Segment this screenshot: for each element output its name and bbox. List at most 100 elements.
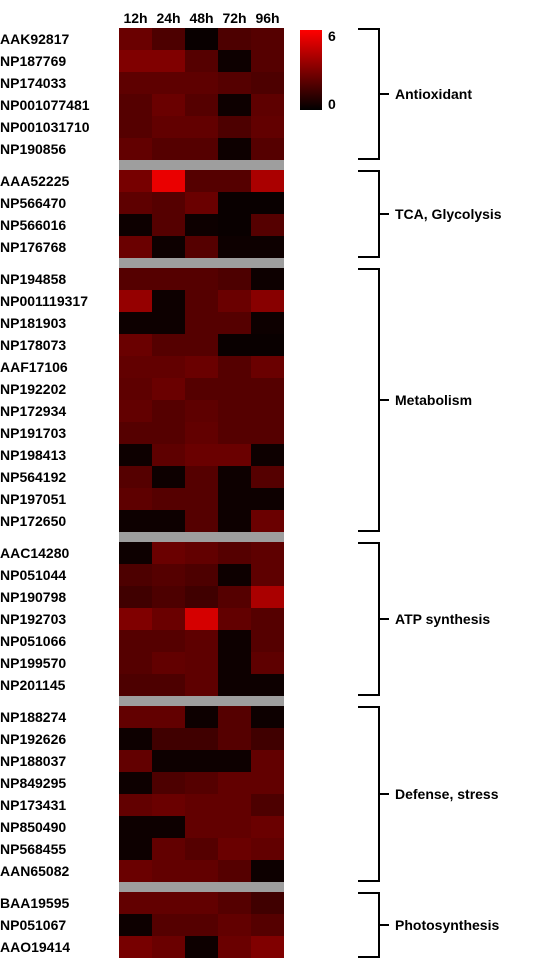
heatmap-cell [152,630,185,652]
row-cells [119,750,284,772]
column-header: 12h [119,10,152,26]
heatmap-cell [251,378,284,400]
row-cells [119,706,284,728]
heatmap-cell [185,608,218,630]
heatmap-row: AAO19414 [0,936,540,958]
heatmap-cell [119,674,152,696]
heatmap-row: NP188274 [0,706,540,728]
heatmap-group: BAA19595NP051067AAO19414Photosynthesis [0,892,540,958]
column-headers: 12h24h48h72h96h [119,10,540,26]
heatmap-cell [185,214,218,236]
heatmap-group: AAC14280NP051044NP190798NP192703NP051066… [0,542,540,696]
row-label: NP192626 [0,728,119,750]
heatmap-row: NP568455 [0,838,540,860]
heatmap-row: NP201145 [0,674,540,696]
heatmap-cell [218,378,251,400]
group-label: Antioxidant [395,86,472,102]
heatmap-cell [185,422,218,444]
heatmap-cell [251,28,284,50]
heatmap-cell [218,72,251,94]
row-label: NP001031710 [0,116,119,138]
row-label: AAA52225 [0,170,119,192]
heatmap-row: NP850490 [0,816,540,838]
row-cells [119,138,284,160]
heatmap-row: NP190798 [0,586,540,608]
heatmap-cell [152,706,185,728]
heatmap-cell [152,652,185,674]
heatmap-cell [218,170,251,192]
heatmap-cell [119,72,152,94]
row-cells [119,214,284,236]
row-cells [119,116,284,138]
heatmap-cell [185,838,218,860]
group-spacer [119,258,284,268]
heatmap-cell [119,400,152,422]
heatmap-row: AAK92817 [0,28,540,50]
heatmap-cell [251,838,284,860]
heatmap-cell [119,116,152,138]
heatmap-cell [119,290,152,312]
heatmap-row: NP181903 [0,312,540,334]
row-label: NP850490 [0,816,119,838]
heatmap-cell [185,378,218,400]
heatmap-cell [119,630,152,652]
heatmap-cell [218,116,251,138]
heatmap-cell [185,312,218,334]
heatmap-group: AAK92817NP187769NP174033NP001077481NP001… [0,28,540,160]
heatmap-cell [251,564,284,586]
heatmap-cell [218,488,251,510]
row-cells [119,772,284,794]
heatmap-cell [119,138,152,160]
heatmap-row: NP198413 [0,444,540,466]
heatmap-cell [152,488,185,510]
column-header: 72h [218,10,251,26]
heatmap-cell [218,772,251,794]
row-label: NP564192 [0,466,119,488]
heatmap-cell [152,466,185,488]
heatmap-cell [185,192,218,214]
heatmap-group: NP188274NP192626NP188037NP849295NP173431… [0,706,540,882]
heatmap-cell [119,652,152,674]
row-label: NP051066 [0,630,119,652]
heatmap-cell [152,116,185,138]
heatmap-cell [185,860,218,882]
heatmap-cell [251,542,284,564]
heatmap-cell [119,510,152,532]
heatmap-cell [185,236,218,258]
row-cells [119,466,284,488]
heatmap-cell [251,268,284,290]
heatmap-body: AAK92817NP187769NP174033NP001077481NP001… [0,28,540,958]
heatmap-cell [251,192,284,214]
heatmap-cell [152,860,185,882]
heatmap-cell [251,750,284,772]
row-label: NP051067 [0,914,119,936]
heatmap-cell [152,268,185,290]
heatmap-cell [251,356,284,378]
heatmap-row: NP051044 [0,564,540,586]
heatmap-cell [185,138,218,160]
heatmap-cell [218,400,251,422]
row-label: NP178073 [0,334,119,356]
heatmap-cell [119,312,152,334]
heatmap-cell [152,816,185,838]
heatmap-cell [119,914,152,936]
heatmap-row: BAA19595 [0,892,540,914]
heatmap-cell [119,728,152,750]
row-cells [119,444,284,466]
heatmap-cell [218,936,251,958]
row-cells [119,192,284,214]
heatmap-cell [218,728,251,750]
group-label: ATP synthesis [395,611,490,627]
heatmap-cell [251,860,284,882]
heatmap-cell [218,138,251,160]
row-label: NP194858 [0,268,119,290]
row-label: NP198413 [0,444,119,466]
heatmap-cell [152,400,185,422]
heatmap-cell [218,510,251,532]
heatmap-cell [218,914,251,936]
heatmap-row: NP172650 [0,510,540,532]
heatmap-cell [251,510,284,532]
heatmap-cell [152,794,185,816]
row-label: NP188037 [0,750,119,772]
row-cells [119,400,284,422]
